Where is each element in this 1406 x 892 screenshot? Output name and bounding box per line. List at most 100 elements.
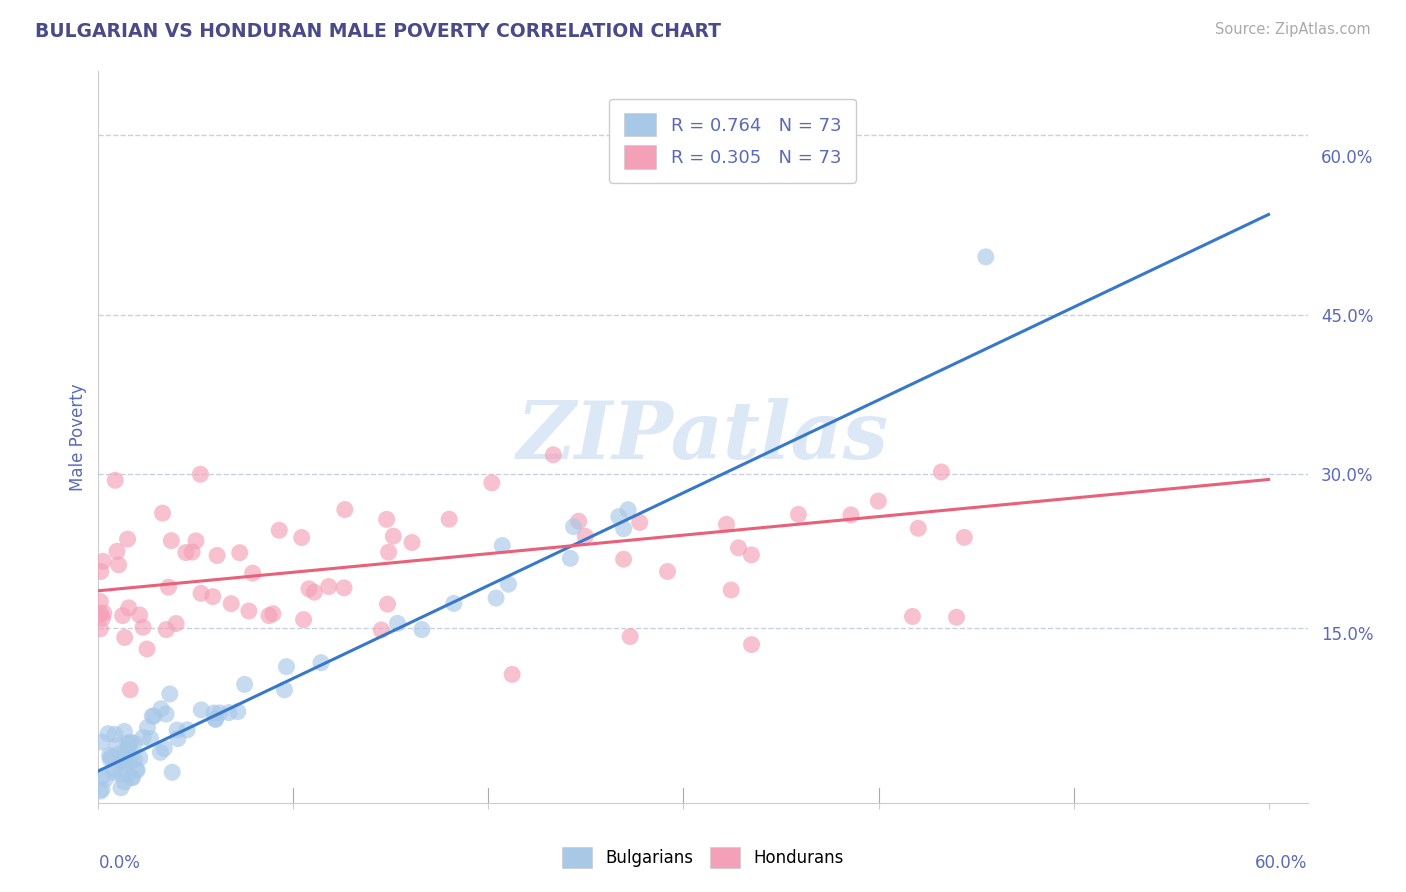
Point xyxy=(309,656,332,670)
Point xyxy=(118,737,141,751)
Point xyxy=(174,545,197,559)
Point xyxy=(560,551,582,566)
Point xyxy=(574,529,596,543)
Point xyxy=(269,523,291,537)
Point xyxy=(190,703,212,717)
Point xyxy=(114,775,136,789)
Point xyxy=(218,706,240,720)
Point xyxy=(226,705,249,719)
Point xyxy=(127,763,149,777)
Point xyxy=(110,753,132,767)
Point xyxy=(90,735,112,749)
Point xyxy=(118,600,141,615)
Point xyxy=(720,582,742,597)
Point xyxy=(304,585,326,599)
Point xyxy=(125,763,148,777)
Point xyxy=(498,577,520,591)
Text: 60.0%: 60.0% xyxy=(1256,854,1308,872)
Point xyxy=(318,580,340,594)
Point xyxy=(727,541,749,555)
Point xyxy=(103,765,125,780)
Point xyxy=(401,535,423,549)
Point xyxy=(204,712,226,726)
Point xyxy=(121,771,143,785)
Point xyxy=(114,631,136,645)
Point xyxy=(204,712,226,726)
Point xyxy=(117,766,139,780)
Y-axis label: Male Poverty: Male Poverty xyxy=(69,384,87,491)
Point xyxy=(160,765,183,780)
Point xyxy=(157,580,180,594)
Point xyxy=(931,465,953,479)
Point xyxy=(152,506,174,520)
Point xyxy=(110,780,132,795)
Point xyxy=(443,596,465,610)
Point xyxy=(208,706,231,720)
Point xyxy=(481,475,503,490)
Point xyxy=(94,772,117,786)
Point xyxy=(907,521,929,535)
Point xyxy=(90,607,112,621)
Point xyxy=(974,250,997,264)
Point xyxy=(333,581,356,595)
Point xyxy=(149,745,172,759)
Point xyxy=(377,545,399,559)
Point xyxy=(176,723,198,737)
Point xyxy=(619,630,641,644)
Point xyxy=(262,607,284,621)
Point xyxy=(136,642,159,657)
Point xyxy=(205,549,228,563)
Point xyxy=(219,597,242,611)
Point xyxy=(100,750,122,764)
Point xyxy=(103,763,125,777)
Point xyxy=(91,554,114,568)
Point xyxy=(128,607,150,622)
Legend: R = 0.764   N = 73, R = 0.305   N = 73: R = 0.764 N = 73, R = 0.305 N = 73 xyxy=(609,99,856,183)
Point xyxy=(657,565,679,579)
Point xyxy=(141,709,163,723)
Point xyxy=(155,623,177,637)
Point xyxy=(184,533,207,548)
Point xyxy=(868,494,890,508)
Point xyxy=(117,736,139,750)
Point xyxy=(160,533,183,548)
Point xyxy=(901,609,924,624)
Point xyxy=(233,677,256,691)
Point xyxy=(628,516,651,530)
Point xyxy=(617,502,640,516)
Point xyxy=(93,606,115,620)
Point xyxy=(104,473,127,487)
Point xyxy=(112,724,135,739)
Point xyxy=(105,544,128,558)
Point xyxy=(132,730,155,744)
Point xyxy=(607,509,630,524)
Point xyxy=(202,706,225,720)
Point xyxy=(333,502,356,516)
Point xyxy=(89,622,111,636)
Point xyxy=(124,736,146,750)
Point xyxy=(613,552,636,566)
Point xyxy=(120,735,142,749)
Text: BULGARIAN VS HONDURAN MALE POVERTY CORRELATION CHART: BULGARIAN VS HONDURAN MALE POVERTY CORRE… xyxy=(35,22,721,41)
Point xyxy=(111,751,134,765)
Point xyxy=(108,747,131,761)
Point xyxy=(201,590,224,604)
Point xyxy=(613,522,636,536)
Point xyxy=(91,769,114,783)
Point xyxy=(238,604,260,618)
Point xyxy=(298,582,321,596)
Point xyxy=(387,616,409,631)
Point xyxy=(90,565,112,579)
Point xyxy=(115,752,138,766)
Legend: Bulgarians, Hondurans: Bulgarians, Hondurans xyxy=(555,840,851,875)
Point xyxy=(292,613,315,627)
Point xyxy=(568,514,591,528)
Point xyxy=(411,623,433,637)
Point xyxy=(181,545,204,559)
Point xyxy=(121,771,143,785)
Point xyxy=(142,709,165,723)
Point xyxy=(105,739,128,753)
Text: ZIPatlas: ZIPatlas xyxy=(517,399,889,475)
Point xyxy=(159,687,181,701)
Point xyxy=(104,727,127,741)
